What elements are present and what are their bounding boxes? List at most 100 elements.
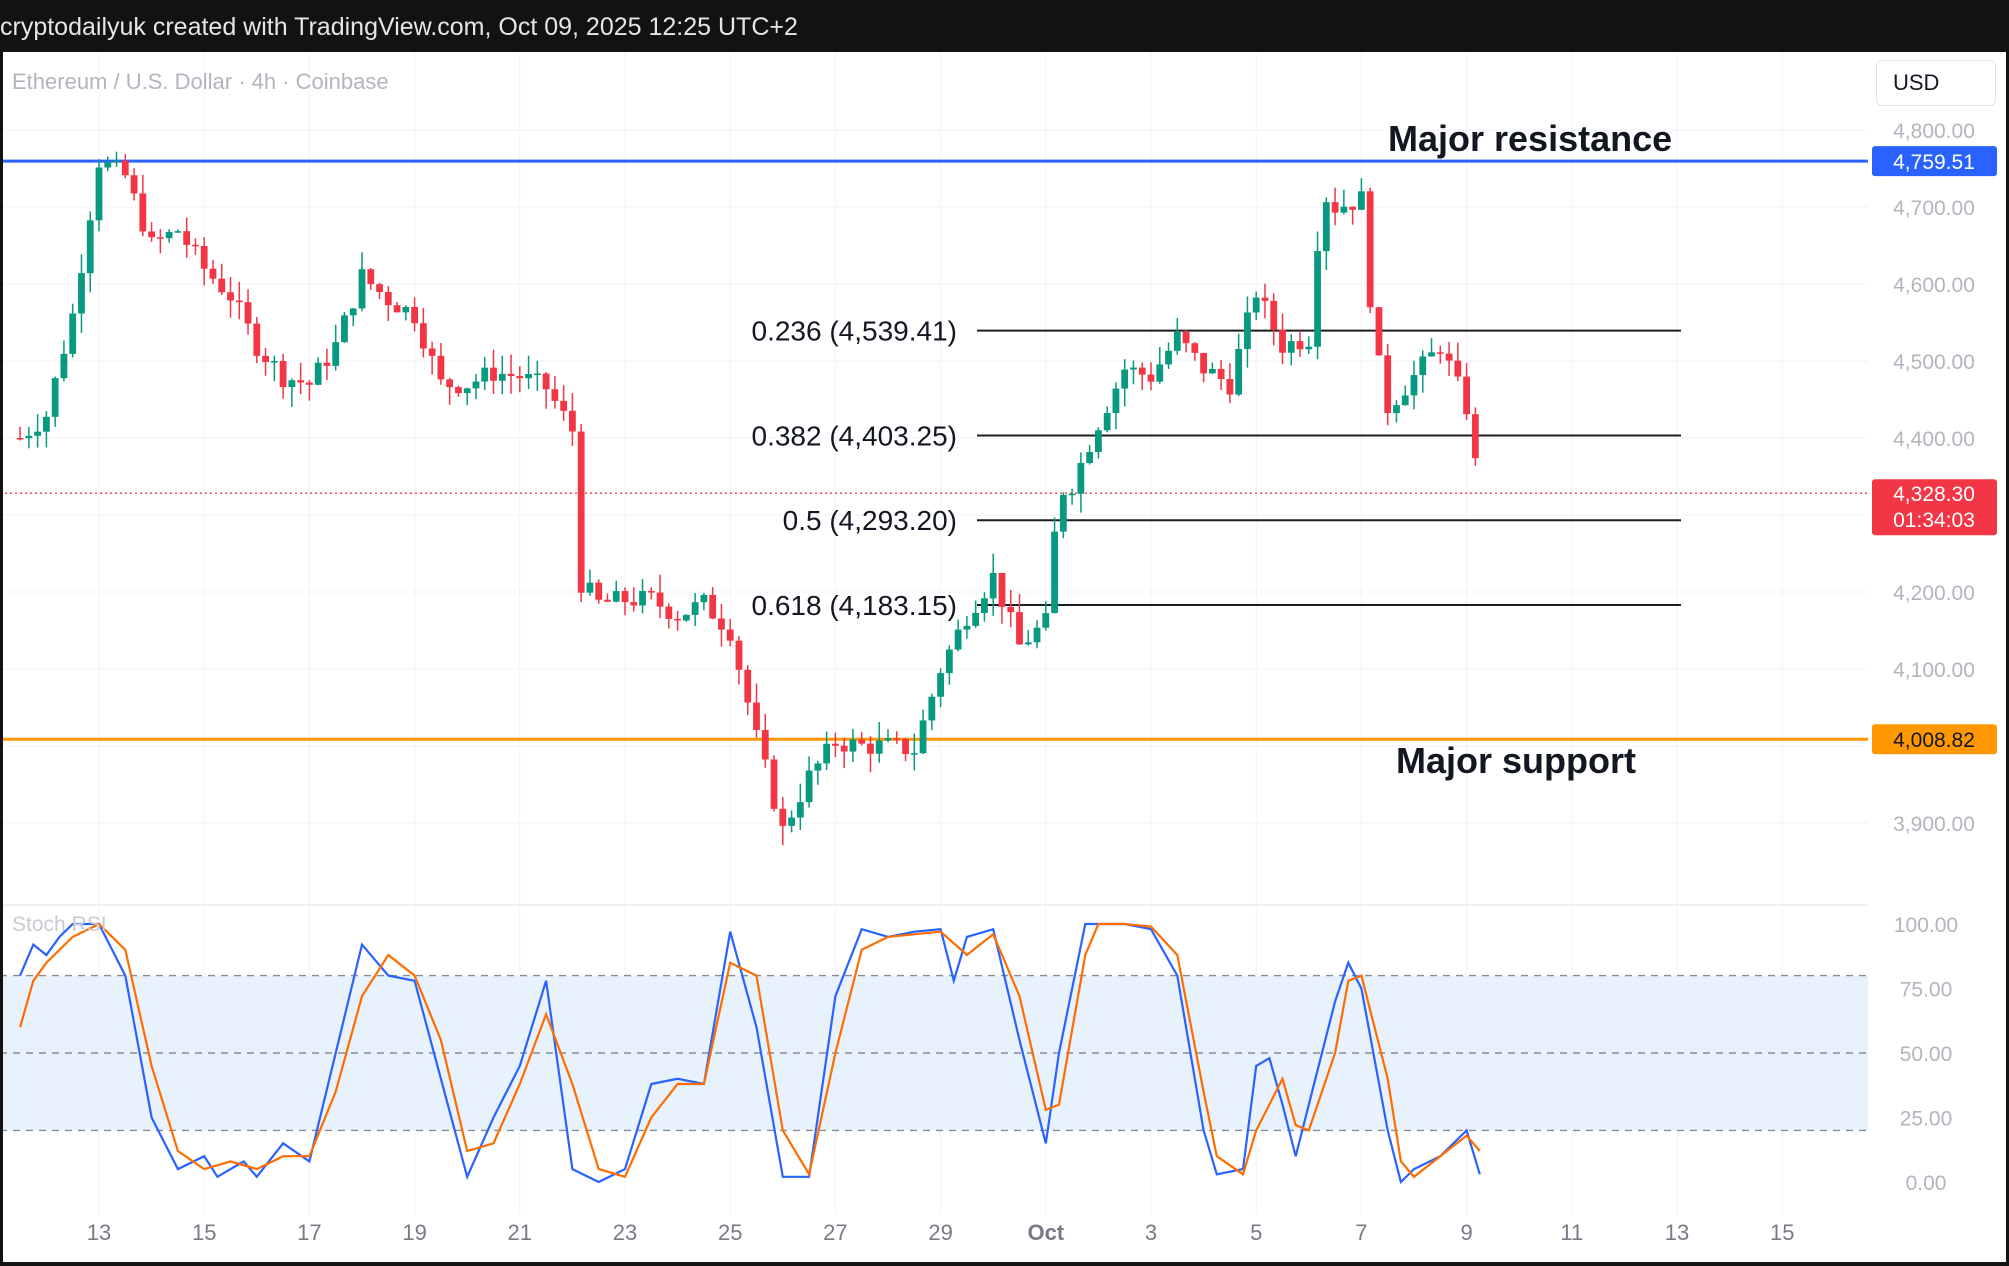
candle-up <box>1130 367 1137 370</box>
frame-bottom <box>0 1262 2009 1266</box>
candle-down <box>770 759 778 809</box>
candle-down <box>306 382 313 385</box>
candle-up <box>1121 369 1129 389</box>
caption-bar: cryptodailyuk created with TradingView.c… <box>0 0 2009 52</box>
candle-down <box>1279 329 1286 353</box>
candle-down <box>279 361 287 388</box>
price-chart[interactable]: 0.236 (4,539.41) 0.382 (4,403.25) 0.5 (4,2… <box>0 52 2009 1262</box>
candle-down <box>542 373 550 390</box>
rsi-tick-label: 50.00 <box>1900 1043 1953 1066</box>
stoch-rsi-label: Stoch RSI <box>12 913 107 936</box>
time-tick-label: 11 <box>1560 1220 1583 1245</box>
symbol-label: Ethereum / U.S. Dollar · 4h · Coinbase <box>12 69 389 94</box>
candle-up <box>43 416 50 432</box>
candle-up <box>51 378 59 417</box>
candle-up <box>1252 297 1260 313</box>
candle-up <box>1086 451 1094 463</box>
candle-down <box>235 300 243 303</box>
time-tick-label: 9 <box>1460 1220 1472 1245</box>
fib-label-0.5: 0.5 (4,293.20) <box>783 505 957 536</box>
axes: 4,800.00 4,700.00 4,600.00 4,500.00 4,400.00… <box>87 120 1975 1245</box>
candle-up <box>1051 531 1058 614</box>
candle-up <box>86 220 94 274</box>
candle-down <box>1191 343 1199 353</box>
chart-caption: cryptodailyuk created with TradingView.c… <box>0 13 798 41</box>
candle-up <box>981 598 988 613</box>
time-tick-label: 7 <box>1355 1220 1367 1245</box>
candle-down <box>1384 355 1392 414</box>
candle-up <box>972 612 980 626</box>
candle-down <box>218 278 226 293</box>
currency-button[interactable]: USD <box>1876 60 1996 106</box>
candle-up <box>288 380 296 388</box>
candle-up <box>691 602 699 615</box>
support-annotation: Major support <box>1396 740 1636 781</box>
time-tick-label: 25 <box>718 1220 742 1245</box>
candle-up <box>104 162 112 168</box>
candle-down <box>183 231 191 245</box>
candle-up <box>823 743 831 764</box>
price-tick-label: 4,400.00 <box>1893 428 1975 451</box>
candle-down <box>1366 191 1374 308</box>
candle-down <box>411 306 418 324</box>
stoch-rsi-band <box>0 975 1868 1131</box>
candle-up <box>472 381 480 389</box>
support-resistance-levels[interactable]: Major resistance 4,759.51 Major support 4,0… <box>0 118 1997 781</box>
candle-down <box>393 305 401 313</box>
candle-up <box>875 740 883 754</box>
candle-down <box>551 389 559 401</box>
candle-down <box>577 431 585 593</box>
candle-down <box>832 743 839 746</box>
candle-down <box>16 438 24 440</box>
candle-up <box>1156 364 1164 382</box>
candle-up <box>1287 341 1295 353</box>
candle-up <box>1244 312 1251 349</box>
time-tick-label: 15 <box>1770 1220 1794 1245</box>
time-tick-label: 13 <box>1665 1220 1689 1245</box>
candle-down <box>647 590 655 593</box>
candle-up <box>270 361 278 363</box>
candle-up <box>1068 493 1076 496</box>
candle-up <box>1410 375 1418 396</box>
support-price-label: 4,008.82 <box>1893 729 1975 752</box>
candle-down <box>227 292 234 301</box>
fibonacci-retracement[interactable]: 0.236 (4,539.41) 0.382 (4,403.25) 0.5 (4,2… <box>752 316 1682 621</box>
candle-down <box>148 231 155 238</box>
candle-down <box>1375 307 1383 356</box>
candle-up <box>1059 494 1067 532</box>
resistance-price-label: 4,759.51 <box>1893 151 1975 174</box>
candle-down <box>858 739 866 744</box>
candle-up <box>1393 405 1400 414</box>
candle-up <box>963 625 971 630</box>
candles[interactable] <box>16 151 1479 846</box>
price-tick-label: 4,100.00 <box>1893 659 1975 682</box>
candle-down <box>139 193 147 232</box>
candle-down <box>735 640 743 670</box>
candle-up <box>1419 356 1427 376</box>
candle-down <box>902 738 909 755</box>
candle-up <box>796 802 804 818</box>
stoch-rsi-lines <box>19 922 1481 1185</box>
candle-down <box>595 582 603 600</box>
candle-up <box>1314 251 1321 347</box>
candle-down <box>1147 374 1155 382</box>
candle-down <box>1463 376 1470 415</box>
candle-down <box>490 367 497 381</box>
candle-down <box>156 237 164 239</box>
candle-up <box>69 313 77 354</box>
last-price-tag <box>1872 479 1997 536</box>
candle-up <box>1322 202 1330 252</box>
candle-up <box>498 373 506 381</box>
candle-up <box>78 273 85 314</box>
time-tick-label: 13 <box>87 1220 111 1245</box>
candle-down <box>761 729 769 760</box>
candle-down <box>1261 297 1269 301</box>
candle-up <box>1358 191 1365 210</box>
stoch-rsi-d-line <box>19 922 1481 1179</box>
candle-down <box>376 284 383 292</box>
candle-down <box>1331 202 1339 213</box>
candle-up <box>682 614 690 621</box>
candle-up <box>1077 462 1085 494</box>
price-tick-label: 4,800.00 <box>1893 120 1975 143</box>
candle-down <box>621 591 629 603</box>
